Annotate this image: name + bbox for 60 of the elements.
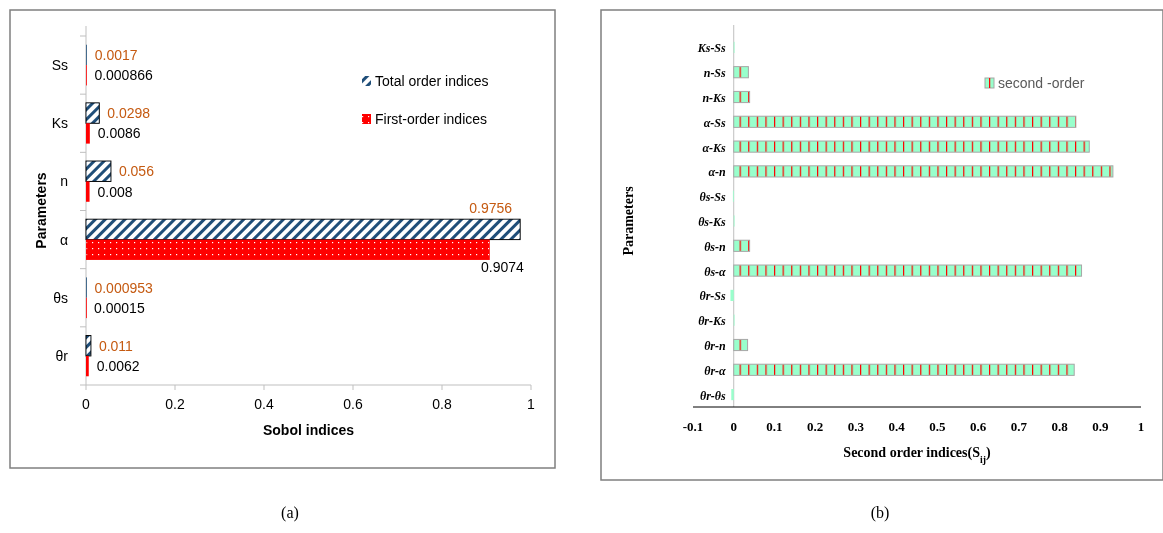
x-tick-label: 0 [82,396,91,412]
data-label: 0.0062 [96,358,140,375]
y-tick-label: θs-Ss [699,190,727,205]
x-tick-label: 1 [1137,419,1145,434]
y-tick-label: α-Ks [702,140,727,155]
y-tick-label: n-Ss [703,66,727,81]
y-axis-title: Parameters [621,185,636,256]
data-label: 0.0086 [97,125,141,142]
y-tick-label: θs-Ks [698,215,727,229]
data-label: 0.000866 [94,67,153,84]
x-tick-label: 0.7 [1010,419,1028,434]
y-axis-title: Parameters [33,172,49,249]
data-label: 0.000953 [94,279,154,296]
y-tick-label: θr-Ss [699,289,727,304]
data-label: 0.011 [98,337,134,354]
x-tick-label: 0.4 [254,396,274,412]
x-tick-label: 0.8 [432,396,452,412]
y-tick-label: θr [55,347,69,364]
data-label: 0.0017 [94,46,138,63]
x-tick-label: 0.2 [807,419,824,434]
y-tick-label: Ks-Ss [696,41,727,56]
data-label: 0.9074 [480,258,524,275]
legend-label: Total order indices [375,73,489,89]
text: (a) [281,504,299,522]
y-tick-label: α-Ss [703,115,727,130]
y-tick-label: n [60,173,68,190]
y-tick-label: α-n [708,165,727,180]
text: (b) [870,504,890,522]
y-tick-label: θr-n [704,339,727,353]
legend-label: second -order [998,75,1085,91]
x-tick-label: 0.5 [929,419,946,434]
x-axis-title: Sobol indices [262,422,355,438]
y-tick-label: θr-θs [699,388,727,403]
x-tick-label: 0.4 [888,419,906,434]
y-tick-label: θr-Ks [698,314,727,329]
y-tick-label: Ks [51,115,68,132]
data-label: 0.008 [97,183,133,200]
x-tick-label: 0 [730,419,737,434]
x-tick-label: 0.6 [969,419,987,434]
y-tick-label: θs-α [704,264,727,279]
y-tick-label: θr-α [704,363,727,378]
y-tick-label: n-Ks [702,91,727,105]
data-label: 0.056 [118,163,155,180]
y-tick-label: θs-n [704,239,727,254]
y-tick-label: α [59,231,68,248]
legend-label: First-order indices [375,111,488,127]
x-tick-label: 0.3 [847,419,865,434]
data-label: 0.0298 [107,105,151,122]
data-label: 0.9756 [469,200,513,217]
x-tick-label: 0.8 [1051,419,1069,434]
x-tick-label: -0.1 [682,419,704,434]
x-tick-label: 0.1 [766,419,783,434]
y-tick-label: Ss [51,57,68,74]
x-axis-title: Second order indices(S$_{ij}$) [843,445,991,465]
data-label: 0.00015 [94,299,145,316]
x-tick-label: 0.9 [1092,419,1109,434]
x-tick-label: 0.2 [165,396,185,412]
x-tick-label: 0.6 [343,396,363,412]
x-tick-label: 1 [527,396,536,412]
y-tick-label: θs [53,289,68,306]
